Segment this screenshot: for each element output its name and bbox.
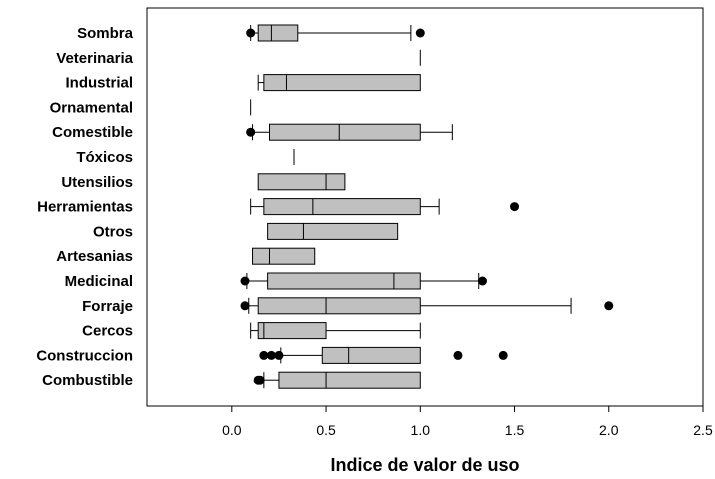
box-industrial (257, 74, 421, 92)
iqr-box (267, 222, 399, 240)
outlier-point (259, 350, 269, 360)
box-otros (267, 222, 399, 240)
box-cercos (250, 322, 421, 340)
box-forraje (240, 297, 614, 315)
category-label: Artesanias (56, 248, 133, 265)
box-medicinal (240, 272, 487, 290)
category-label: Cercos (82, 323, 133, 340)
iqr-box (269, 123, 421, 141)
iqr-box (278, 371, 421, 389)
box-series (240, 24, 614, 389)
category-labels: Sombra Veterinaria Industrial Ornamental Com… (36, 25, 133, 389)
outlier-point (255, 375, 265, 385)
box-herramientas (250, 198, 520, 216)
iqr-box (257, 173, 346, 191)
category-label: Tóxicos (76, 149, 133, 166)
outlier-point (274, 350, 284, 360)
category-label: Sombra (77, 25, 134, 42)
iqr-box (267, 272, 421, 290)
outlier-point (453, 350, 463, 360)
x-tick-label: 2.0 (599, 422, 619, 438)
x-tick-label: 1.5 (505, 422, 525, 438)
category-label: Comestible (52, 124, 133, 141)
category-label: Construccion (36, 347, 133, 364)
outlier-point (266, 350, 276, 360)
iqr-box (321, 346, 421, 364)
box-utensilios (257, 173, 346, 191)
category-label: Utensilios (61, 174, 133, 191)
iqr-box (252, 247, 316, 265)
category-label: Herramientas (37, 199, 133, 216)
iqr-box (257, 297, 421, 315)
x-axis-ticks: 0.0 0.5 1.0 1.5 2.0 2.5 (222, 406, 713, 438)
outlier-point (415, 28, 425, 38)
outlier-point (240, 276, 250, 286)
category-label: Forraje (82, 298, 133, 315)
x-tick-label: 1.0 (411, 422, 431, 438)
outlier-point (246, 28, 256, 38)
category-label: Veterinaria (56, 50, 133, 67)
category-label: Medicinal (65, 273, 133, 290)
x-tick-label: 2.5 (693, 422, 713, 438)
plot-frame (146, 7, 704, 407)
outlier-point (498, 350, 508, 360)
outlier-point (477, 276, 487, 286)
outlier-point (246, 127, 256, 137)
iqr-box (257, 24, 299, 42)
category-label: Combustible (42, 372, 133, 389)
iqr-box (263, 74, 421, 92)
iqr-box (257, 322, 327, 340)
box-comestible (246, 123, 453, 141)
outlier-point (604, 301, 614, 311)
box-construccion (259, 346, 508, 364)
category-label: Ornamental (50, 99, 133, 116)
outlier-point (510, 202, 520, 212)
x-tick-label: 0.0 (222, 422, 242, 438)
category-label: Otros (93, 223, 133, 240)
iqr-box (263, 198, 421, 216)
x-axis-title: Indice de valor de uso (330, 455, 519, 475)
x-tick-label: 0.5 (316, 422, 336, 438)
box-sombra (246, 24, 425, 42)
box-artesanias (252, 247, 316, 265)
outlier-point (240, 301, 250, 311)
box-combustible (253, 371, 421, 389)
category-label: Industrial (65, 75, 133, 92)
